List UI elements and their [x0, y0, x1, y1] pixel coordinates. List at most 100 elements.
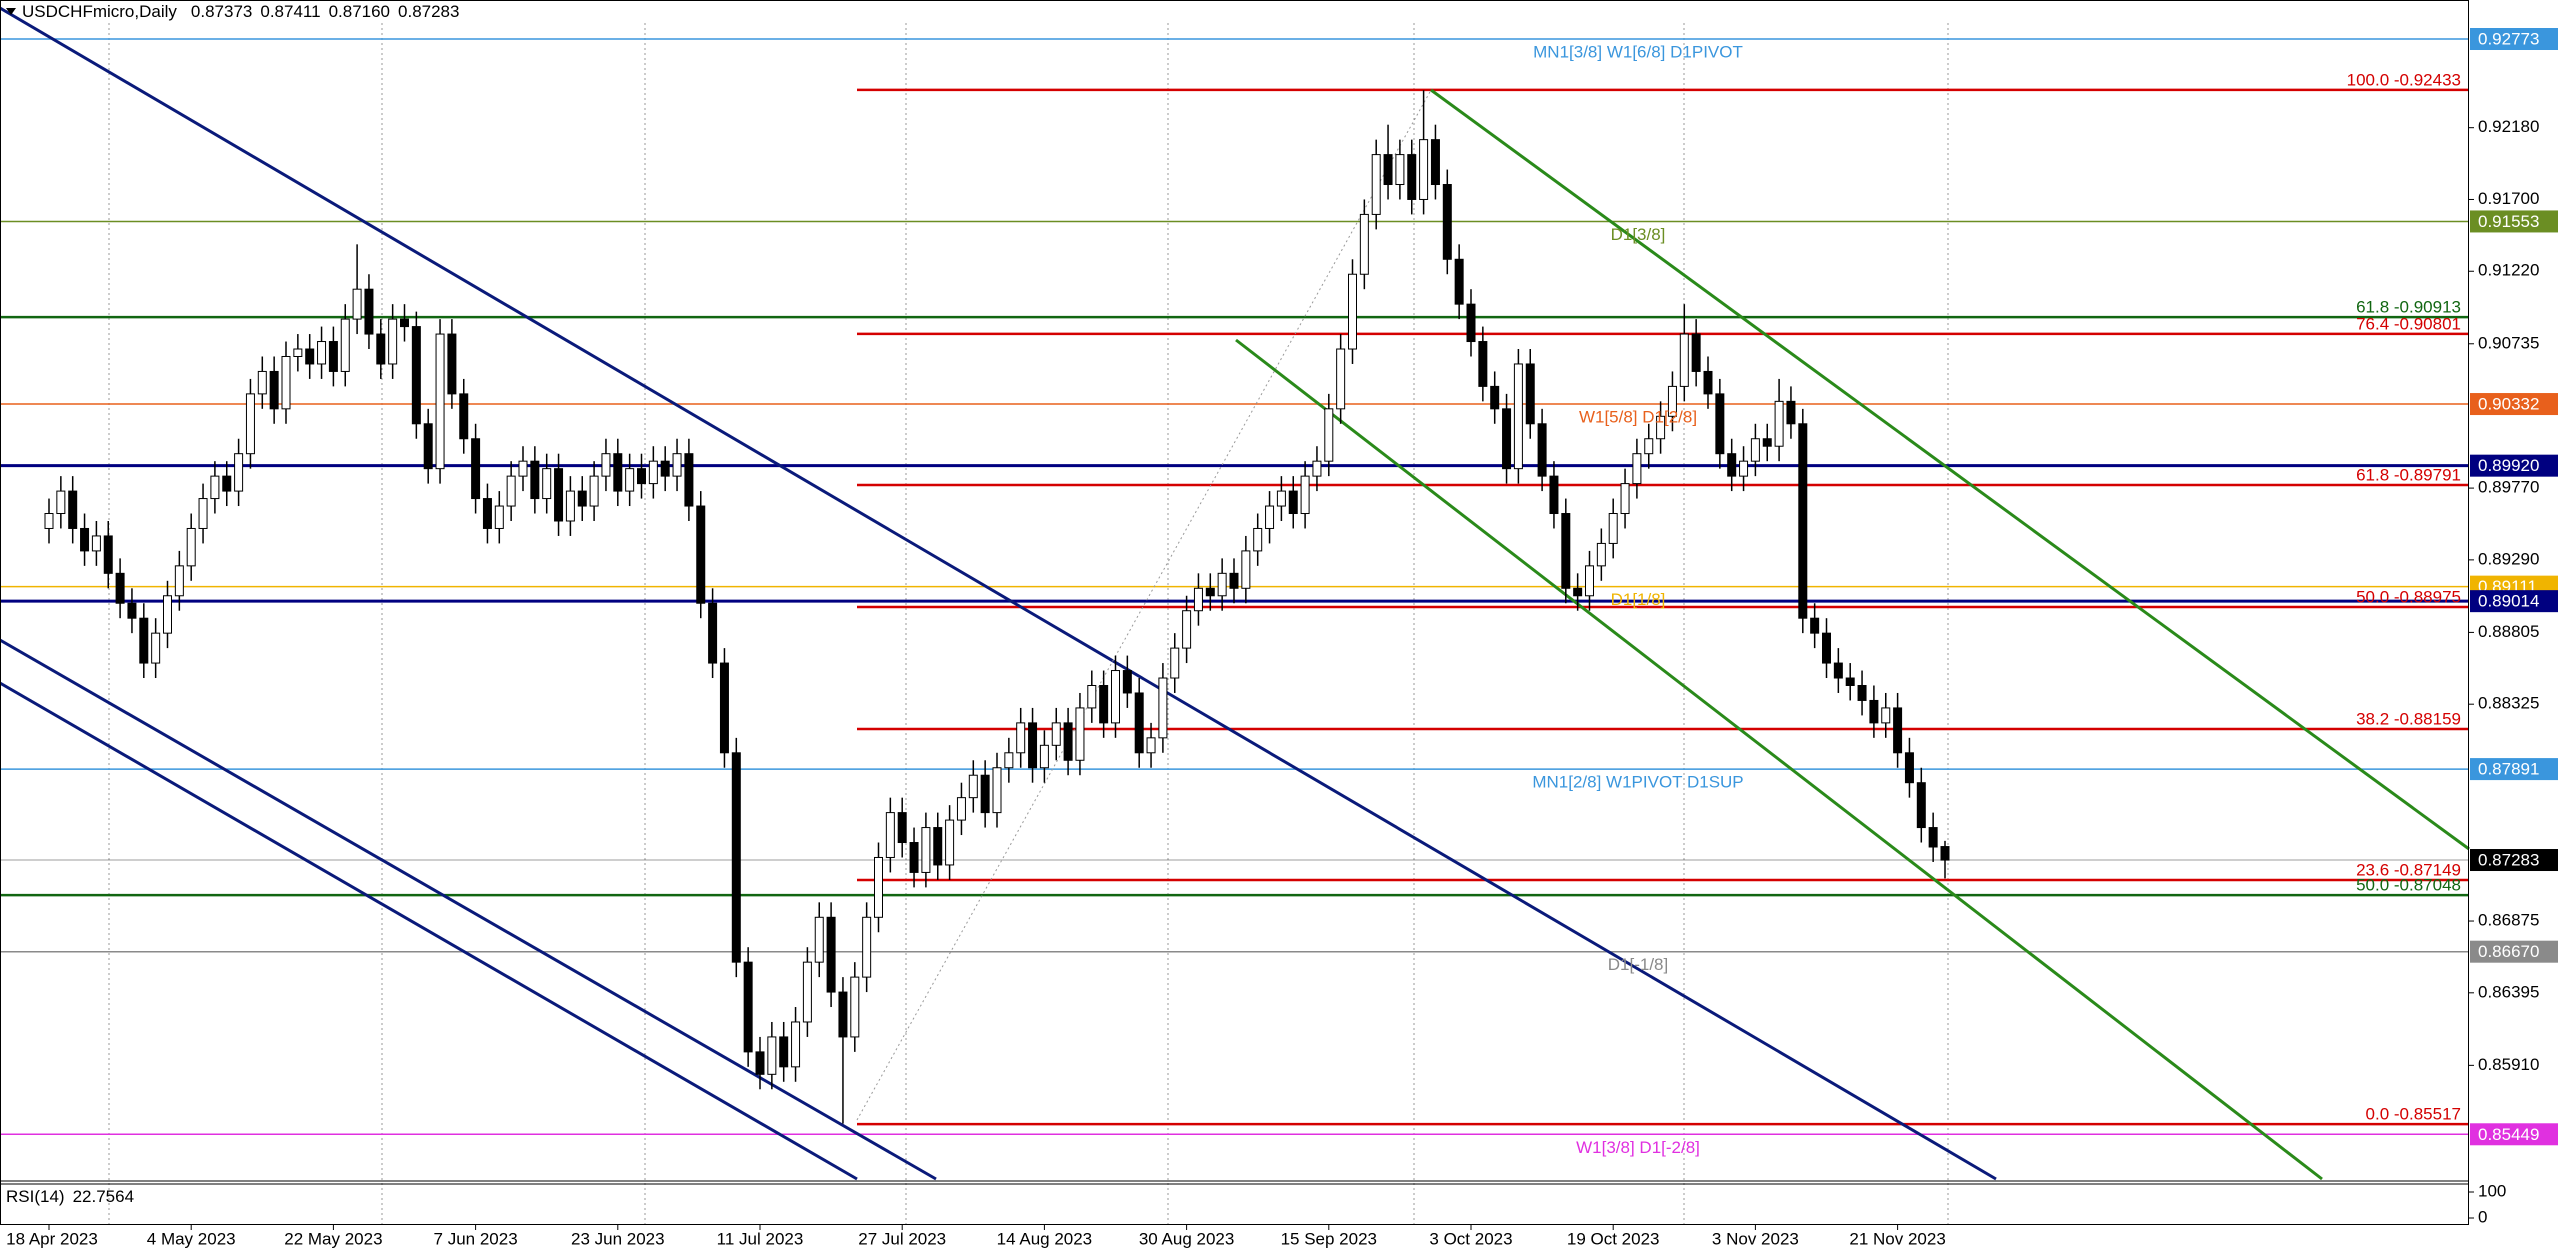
candle-body — [1833, 662, 1843, 679]
price-box — [2470, 1123, 2558, 1146]
candle-body — [1193, 587, 1203, 612]
level-note: D1[3/8] — [1611, 225, 1666, 244]
candle-body — [1454, 258, 1464, 305]
candle-body — [103, 535, 113, 574]
candle-body — [376, 333, 386, 365]
level-note: MN1[3/8] W1[6/8] D1PIVOT — [1533, 42, 1743, 61]
trend-line — [0, 6, 1997, 1181]
candle-body — [518, 460, 528, 477]
candle-body — [1063, 722, 1073, 761]
candle-body — [672, 453, 682, 477]
candle-body — [44, 513, 54, 529]
fib-label: 100.0 -0.92433 — [2347, 70, 2461, 89]
candle-body — [388, 318, 398, 365]
ohlc-open: 0.87373 — [191, 2, 252, 21]
candle-body — [317, 341, 327, 365]
candle-body — [802, 961, 812, 1023]
level-note: D1[-1/8] — [1608, 955, 1668, 974]
candle-body — [1774, 400, 1784, 447]
candle-body — [1324, 408, 1334, 462]
candle-body — [411, 326, 421, 425]
candle-body — [1276, 490, 1286, 507]
candle-body — [1217, 572, 1227, 597]
candle-body — [897, 812, 907, 844]
candle-body — [660, 460, 670, 477]
candle-body — [1727, 453, 1737, 477]
x-tick-label: 23 Jun 2023 — [571, 1229, 665, 1248]
candle-body — [1869, 699, 1879, 724]
trend-line — [1235, 338, 2323, 1181]
candle-body — [1111, 670, 1120, 724]
frame — [0, 0, 2469, 1225]
candle-body — [968, 774, 978, 799]
candle-body — [210, 475, 220, 500]
candles — [44, 90, 1950, 1124]
candle-body — [1893, 707, 1903, 754]
rsi-label: RSI(14) — [6, 1187, 65, 1206]
candle-body — [234, 453, 244, 492]
candle-body — [1051, 722, 1061, 746]
candle-body — [1442, 184, 1452, 260]
candle-body — [850, 976, 860, 1038]
menu-triangle[interactable] — [6, 8, 16, 15]
candle-body — [1430, 139, 1440, 186]
candle-body — [1525, 363, 1535, 425]
candle-body — [1904, 752, 1914, 784]
fib-label: 50.0 -0.87048 — [2356, 876, 2461, 895]
candle-body — [838, 991, 848, 1038]
candle-body — [577, 490, 587, 507]
candle-body — [1312, 460, 1322, 477]
candle-body — [1644, 438, 1654, 455]
price-box-label: 0.89014 — [2478, 592, 2539, 611]
candle-body — [1502, 408, 1512, 470]
level-note: W1[3/8] D1[-2/8] — [1576, 1138, 1700, 1157]
candle-body — [1359, 213, 1369, 275]
candle-body — [779, 1036, 789, 1068]
fib-label: 23.6 -0.87149 — [2356, 861, 2461, 880]
candle-body — [1170, 647, 1180, 679]
candle-body — [589, 475, 599, 507]
candle-body — [328, 341, 338, 372]
candle-body — [506, 475, 516, 507]
candle-body — [459, 393, 469, 440]
candle-body — [1715, 393, 1725, 455]
candle-body — [1229, 572, 1239, 589]
grid — [108, 23, 1949, 1225]
labels: 0.92180 0.91700 0.91220 0.90735 0.89770 0.892… — [6, 28, 2558, 1248]
candle-body — [1478, 341, 1488, 387]
price-box — [2470, 849, 2558, 872]
candle-body — [115, 572, 125, 604]
price-box-label: 0.86670 — [2478, 942, 2539, 961]
x-tick-label: 27 Jul 2023 — [858, 1229, 946, 1248]
candle-body — [1585, 565, 1594, 597]
candle-body — [1205, 587, 1215, 597]
candle-body — [1039, 744, 1049, 769]
x-tick-label: 22 May 2023 — [284, 1229, 382, 1248]
candle-body — [826, 916, 836, 993]
x-tick-label: 15 Sep 2023 — [1281, 1229, 1377, 1248]
price-box — [2470, 454, 2558, 477]
y-tick-label: 0.91700 — [2478, 189, 2539, 208]
candle-body — [708, 602, 718, 664]
candle-body — [1822, 632, 1831, 664]
trend-line — [1430, 88, 2470, 851]
candle-body — [1549, 475, 1559, 515]
candle-body — [601, 453, 611, 477]
candle-body — [637, 468, 646, 485]
y-tick-label: 0.91220 — [2478, 261, 2539, 280]
candle-body — [956, 797, 966, 821]
candle-body — [909, 842, 919, 873]
candle-body — [1845, 677, 1855, 686]
x-tick-label: 4 May 2023 — [147, 1229, 236, 1248]
candle-body — [1004, 752, 1014, 769]
rsi-title: RSI(14) 22.7564 — [6, 1187, 134, 1206]
candle-body — [281, 355, 291, 410]
y-tick-label: 0.88325 — [2478, 694, 2539, 713]
candle-body — [1667, 385, 1677, 417]
candle-body — [257, 370, 267, 395]
price-box-label: 0.91553 — [2478, 212, 2539, 231]
candle-body — [980, 774, 990, 814]
price-box-label: 0.90332 — [2478, 395, 2539, 414]
